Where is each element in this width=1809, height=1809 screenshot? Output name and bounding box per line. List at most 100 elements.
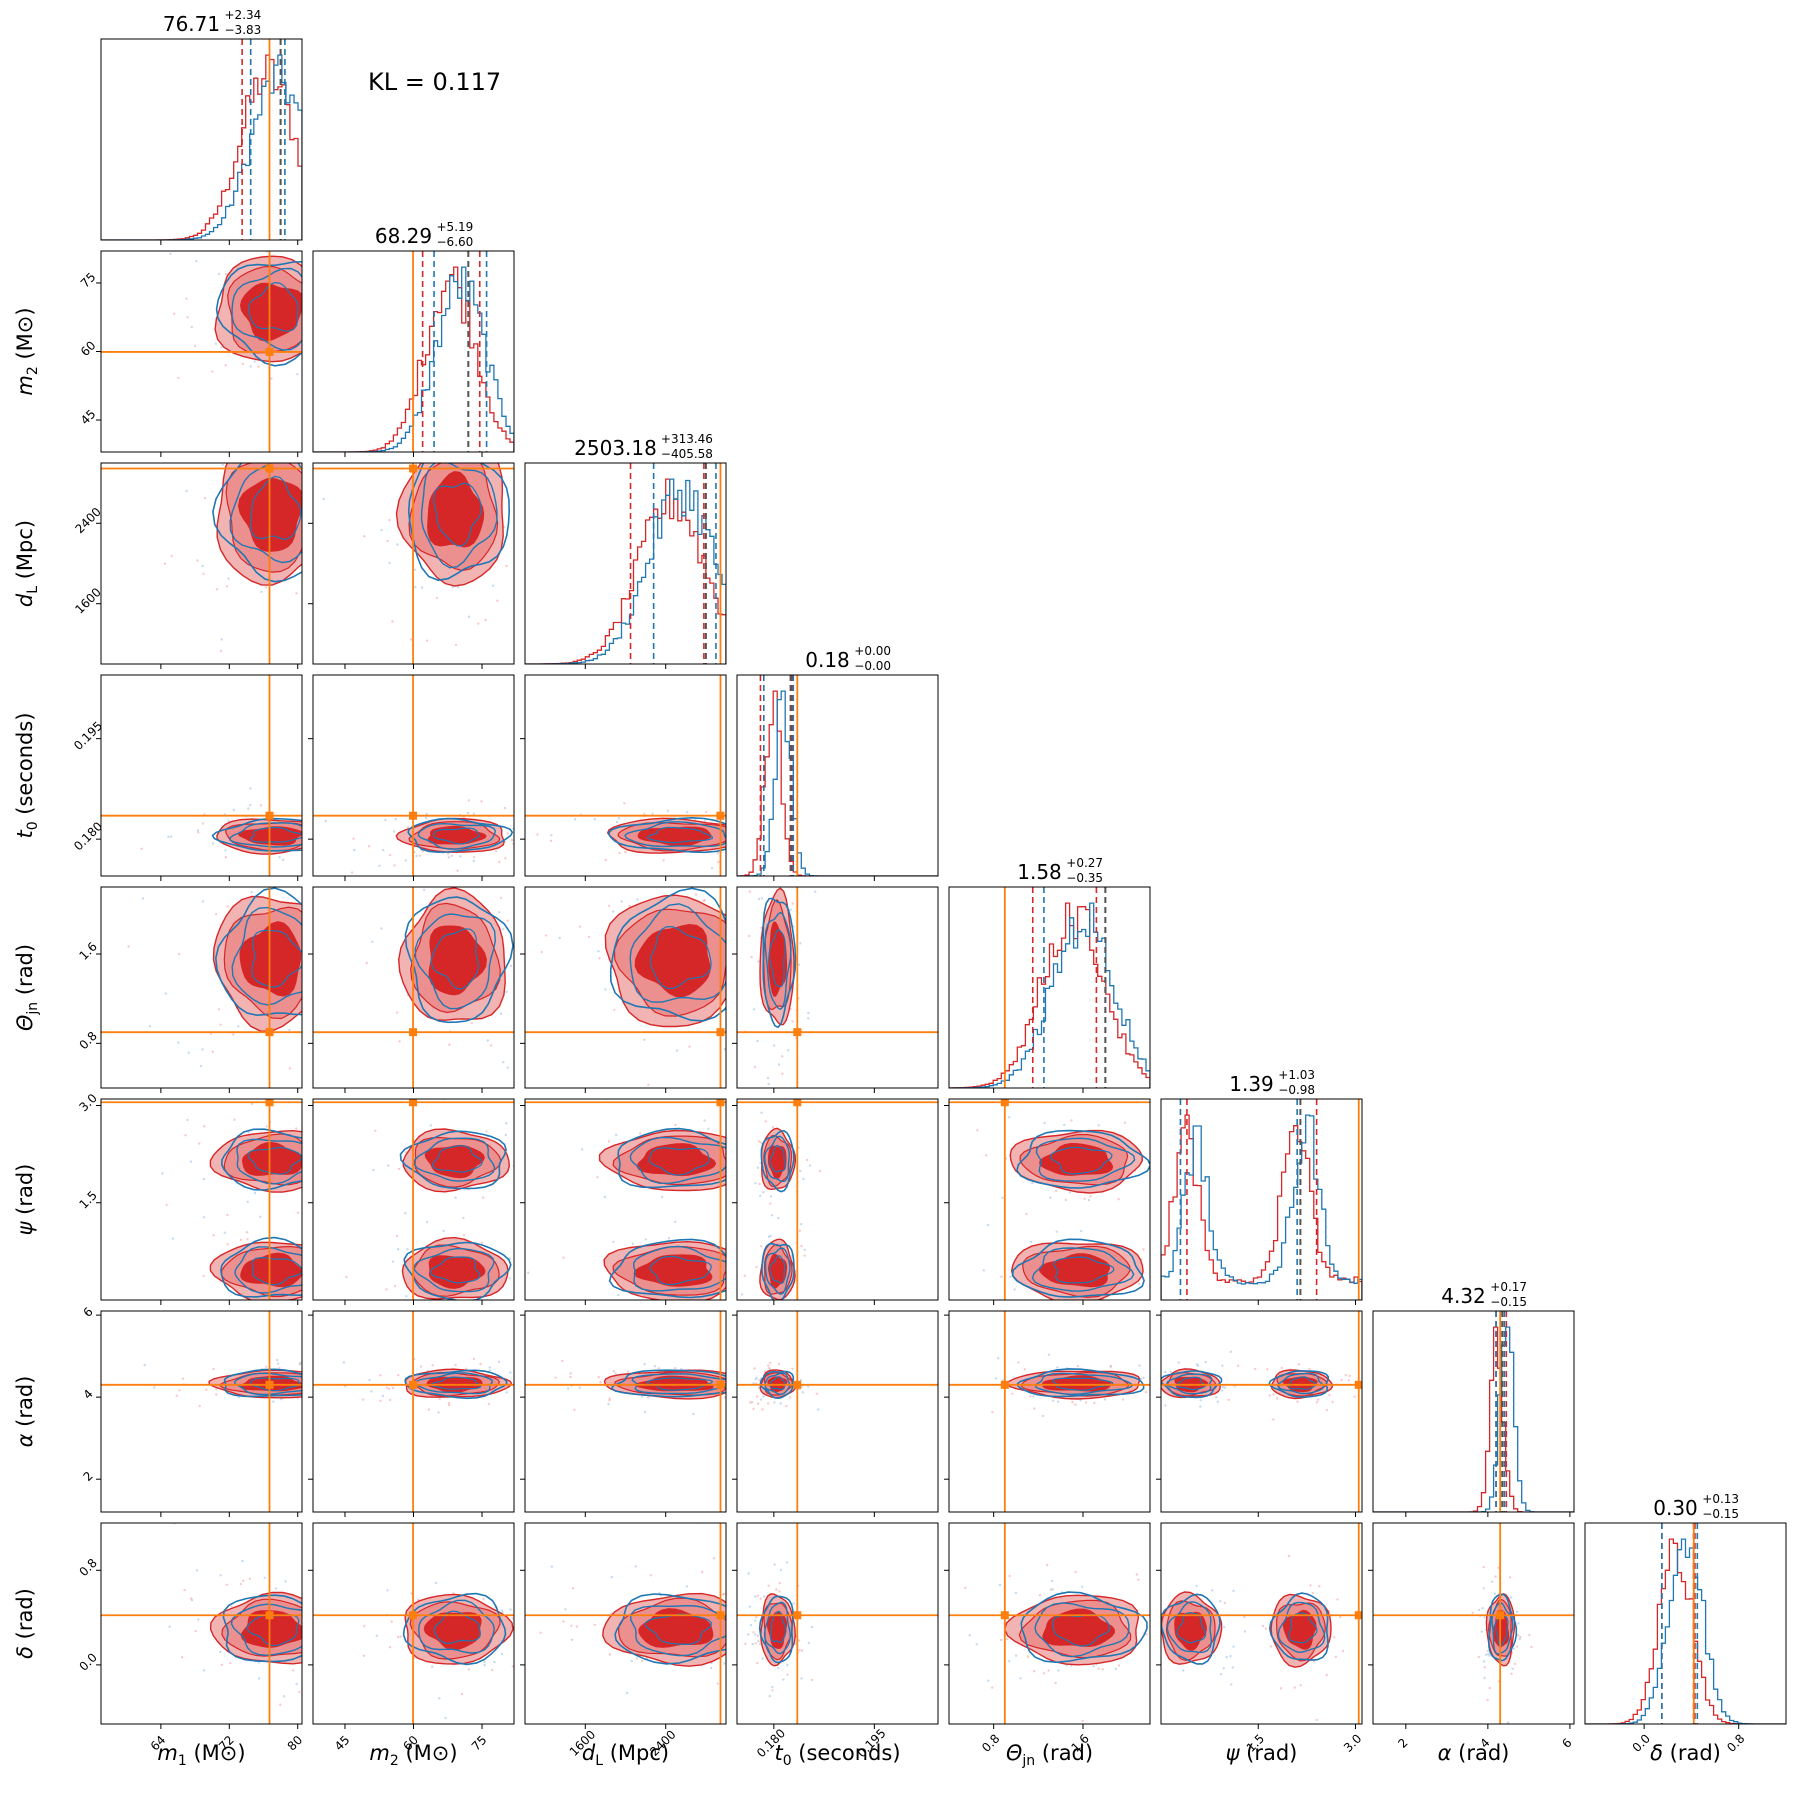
x-axis-label-m2: m2 (M⊙) xyxy=(369,1741,457,1769)
sample-point xyxy=(351,1372,353,1374)
sample-point xyxy=(212,1367,215,1371)
panel-delta-m1: 64 72 800.00.8 xyxy=(76,1522,312,1754)
sample-point xyxy=(353,1148,355,1150)
panel-frame xyxy=(948,1098,1151,1301)
sample-point xyxy=(520,1384,522,1386)
sample-point xyxy=(785,1404,788,1408)
sample-point xyxy=(280,1398,283,1401)
sample-point xyxy=(802,1177,805,1181)
contour-blue-outer xyxy=(1011,1238,1145,1298)
contour-blue-outer xyxy=(608,816,726,854)
sample-point xyxy=(338,1368,340,1370)
sample-point xyxy=(779,864,781,866)
sample-point xyxy=(302,1282,304,1284)
contour-blue-mid xyxy=(764,911,792,1011)
contour-blue-mid xyxy=(1034,1602,1130,1658)
sample-point xyxy=(1123,1121,1127,1125)
truth-marker xyxy=(265,1380,274,1389)
sample-point xyxy=(817,859,819,861)
sample-point xyxy=(756,1395,759,1398)
sample-point xyxy=(194,344,197,348)
sample-point xyxy=(376,994,378,996)
sample-point xyxy=(486,1039,489,1042)
sample-point xyxy=(198,1404,201,1408)
sample-point xyxy=(814,890,817,893)
sample-point xyxy=(500,1652,504,1656)
sample-point xyxy=(251,1102,254,1106)
sample-point xyxy=(1054,1681,1057,1685)
sample-point xyxy=(493,1660,496,1664)
sample-point xyxy=(1114,1667,1118,1671)
sample-point xyxy=(309,829,311,831)
truth-marker xyxy=(1000,1099,1009,1107)
title-plus-delta: +0.13 xyxy=(1702,1492,1739,1506)
sample-point xyxy=(1164,1370,1167,1374)
sample-point xyxy=(608,904,611,907)
contour-blue-mid xyxy=(231,906,302,1006)
sample-point xyxy=(1038,1594,1042,1597)
sample-point xyxy=(531,1646,533,1648)
sample-point xyxy=(413,568,417,571)
sample-point xyxy=(1046,1563,1049,1567)
truth-marker xyxy=(716,1099,725,1107)
sample-point xyxy=(603,1658,605,1660)
sample-point xyxy=(148,1025,152,1028)
sample-point xyxy=(202,1669,206,1672)
sample-point xyxy=(247,1131,250,1134)
sample-point xyxy=(488,1369,491,1372)
sample-point xyxy=(518,826,520,828)
sample-point xyxy=(253,360,256,363)
panel-title-delta: 0.30 xyxy=(1653,1496,1698,1520)
panel-frame xyxy=(524,1310,727,1513)
sample-point xyxy=(425,812,428,816)
sample-point xyxy=(542,1387,544,1389)
sample-point xyxy=(617,1293,620,1297)
truth-marker xyxy=(265,1099,274,1107)
contour-blue-inner xyxy=(247,281,299,332)
sample-point xyxy=(153,1386,156,1389)
sample-point xyxy=(343,267,345,269)
contour-blue-mid xyxy=(229,463,302,564)
sample-point xyxy=(215,588,219,591)
sample-point xyxy=(404,859,407,862)
sample-point xyxy=(299,857,301,859)
sample-point xyxy=(769,1202,772,1205)
sample-point xyxy=(747,1572,750,1575)
sample-point xyxy=(436,669,438,671)
contour-blue-mid xyxy=(1031,1247,1135,1292)
sample-point xyxy=(400,1388,402,1390)
sample-point xyxy=(165,1203,168,1207)
panel-title-psi: 1.39 xyxy=(1229,1072,1274,1096)
sample-point xyxy=(275,246,277,248)
sample-point xyxy=(310,560,312,562)
sample-point xyxy=(815,1392,818,1395)
sample-point xyxy=(1051,1579,1054,1583)
sample-point xyxy=(764,1120,767,1123)
sample-point xyxy=(801,1391,805,1394)
truth-marker xyxy=(793,1028,802,1037)
sample-point xyxy=(305,1370,307,1372)
sample-point xyxy=(382,848,385,852)
sample-point xyxy=(245,1231,249,1234)
contour-red-inner xyxy=(636,1143,717,1177)
sample-point xyxy=(409,1395,411,1397)
sample-point xyxy=(249,803,252,807)
sample-point xyxy=(575,1625,579,1628)
sample-point xyxy=(456,586,460,589)
contour-blue-outer xyxy=(220,1236,302,1298)
sample-point xyxy=(240,196,242,198)
panel-frame xyxy=(1372,1522,1575,1725)
sample-point xyxy=(744,1642,747,1646)
sample-point xyxy=(767,1082,770,1086)
sample-point xyxy=(519,977,521,979)
contour-blue-inner xyxy=(249,475,302,540)
sample-point xyxy=(359,1281,361,1283)
sample-point xyxy=(310,1635,312,1637)
sample-point xyxy=(1229,1350,1233,1354)
sample-point xyxy=(263,862,265,864)
sample-point xyxy=(212,241,214,243)
sample-point xyxy=(1266,1368,1269,1371)
sample-point xyxy=(781,1055,784,1058)
